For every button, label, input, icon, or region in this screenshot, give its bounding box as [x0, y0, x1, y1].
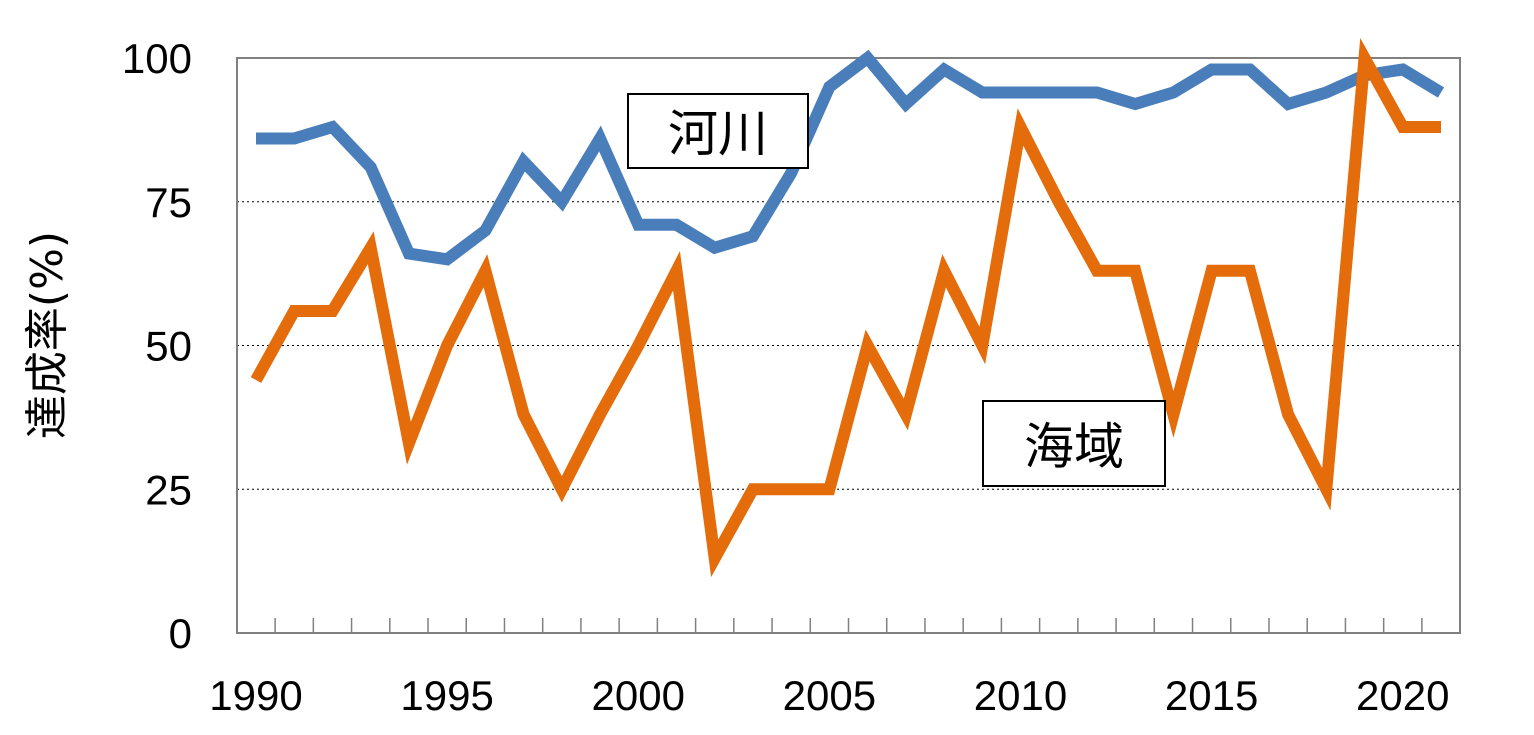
x-axis-tick-labels: 1990 1995 2000 2005 2010 2015 2020 [209, 672, 1449, 719]
x-tick-label-2010: 2010 [974, 672, 1067, 719]
y-tick-label-0: 0 [169, 610, 192, 657]
x-tick-label-2015: 2015 [1165, 672, 1258, 719]
x-tick-label-2000: 2000 [592, 672, 685, 719]
y-tick-label-25: 25 [145, 466, 192, 513]
y-tick-label-50: 50 [145, 323, 192, 370]
x-tick-label-1995: 1995 [400, 672, 493, 719]
annotation-sea: 海域 [982, 400, 1166, 487]
x-tick-label-2020: 2020 [1356, 672, 1449, 719]
x-tick-label-2005: 2005 [783, 672, 876, 719]
x-axis-ticks [274, 618, 1423, 633]
y-axis-label: 達成率(%) [22, 231, 73, 439]
series-line-sea [250, 37, 1441, 578]
y-tick-label-75: 75 [145, 179, 192, 226]
series-lines [250, 37, 1445, 578]
y-tick-label-100: 100 [122, 35, 192, 82]
annotation-river-label: 河川 [668, 105, 768, 163]
annotation-sea-label: 海域 [1024, 418, 1124, 476]
series-line-river [256, 49, 1445, 266]
annotation-river-box [627, 93, 809, 169]
x-tick-label-1990: 1990 [209, 672, 302, 719]
y-axis-tick-labels: 0 25 50 75 100 [122, 35, 192, 657]
annotation-river: 河川 [627, 93, 809, 169]
grid-lines [237, 201, 1460, 490]
annotation-sea-box [982, 400, 1166, 487]
